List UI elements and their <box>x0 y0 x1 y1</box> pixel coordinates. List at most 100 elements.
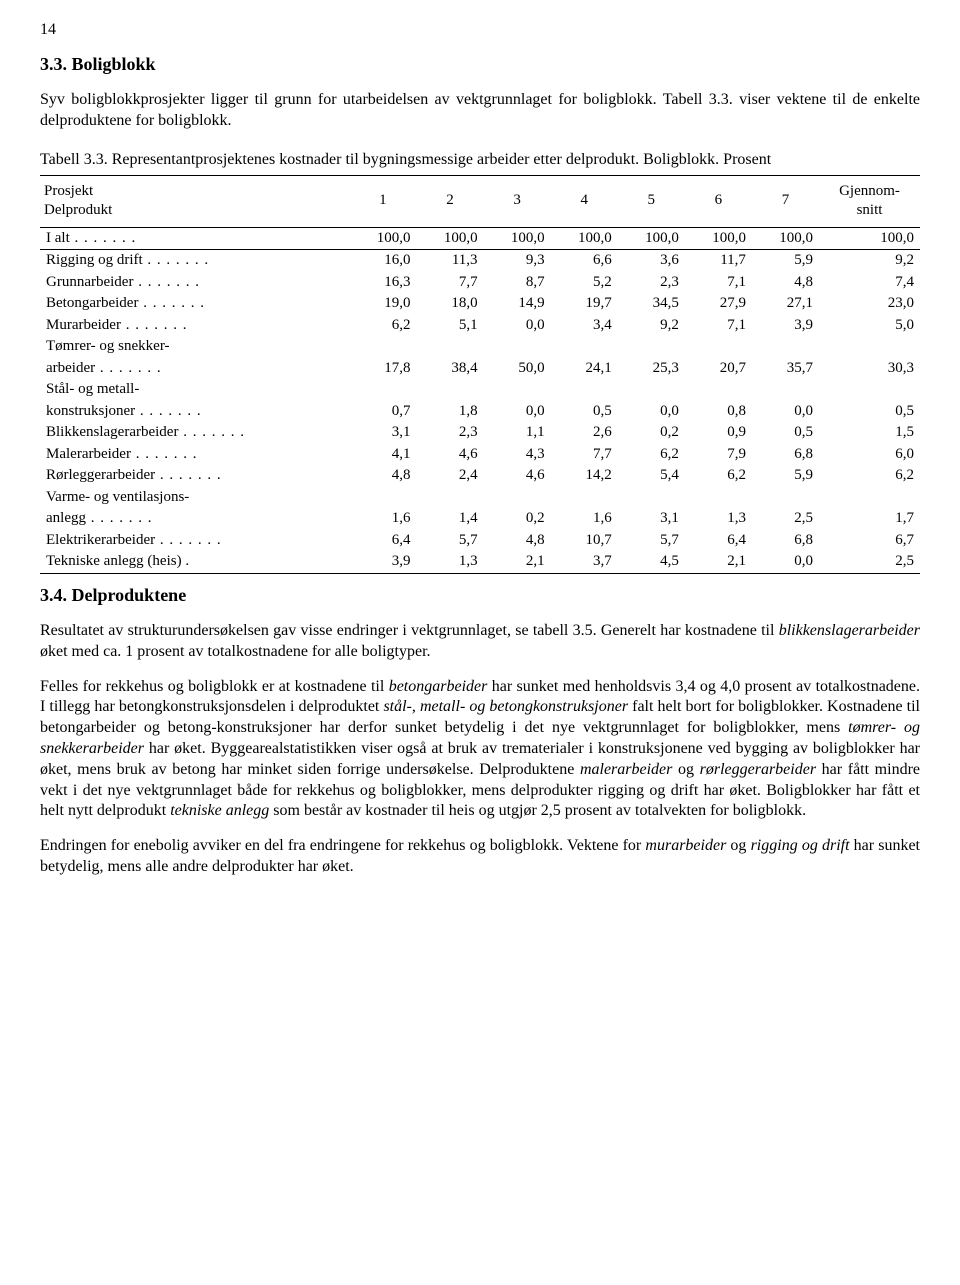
cell: 11,7 <box>685 250 752 272</box>
cell: 6,2 <box>819 465 920 487</box>
text-italic: tekniske anlegg <box>170 802 269 819</box>
cell <box>685 379 752 401</box>
col-4: 4 <box>551 175 618 227</box>
cell <box>416 487 483 509</box>
cell: 1,3 <box>416 551 483 573</box>
cell: 3,7 <box>551 551 618 573</box>
cell: 4,5 <box>618 551 685 573</box>
text-italic: stål-, metall- og betongkonstruksjoner <box>383 698 628 715</box>
cell <box>752 379 819 401</box>
cell: 14,2 <box>551 465 618 487</box>
table-row: anlegg1,61,40,21,63,11,32,51,7 <box>40 508 920 530</box>
cell-label: Elektrikerarbeider <box>40 530 349 552</box>
cell: 24,1 <box>551 358 618 380</box>
cell <box>551 487 618 509</box>
cell: 7,7 <box>551 444 618 466</box>
cell: 0,9 <box>685 422 752 444</box>
table-row: Betongarbeider19,018,014,919,734,527,927… <box>40 293 920 315</box>
cell: 4,3 <box>484 444 551 466</box>
cell: 1,6 <box>551 508 618 530</box>
text: og <box>726 837 750 854</box>
cell: 19,0 <box>349 293 416 315</box>
section-3-4-paragraph-1: Resultatet av strukturundersøkelsen gav … <box>40 621 920 663</box>
cell: 100,0 <box>349 227 416 250</box>
table-row: Stål- og metall- <box>40 379 920 401</box>
cell: 4,8 <box>752 272 819 294</box>
text: og <box>672 761 699 778</box>
cell: 0,0 <box>752 551 819 573</box>
cell: 0,5 <box>752 422 819 444</box>
cell: 1,3 <box>685 508 752 530</box>
cell: 25,3 <box>618 358 685 380</box>
cell-label: konstruksjoner <box>40 401 349 423</box>
text-italic: betongarbeider <box>389 678 488 695</box>
cell: 6,6 <box>551 250 618 272</box>
cell: 0,7 <box>349 401 416 423</box>
cell <box>618 379 685 401</box>
cell <box>349 487 416 509</box>
table-sum-body: I alt 100,0 100,0 100,0 100,0 100,0 100,… <box>40 227 920 250</box>
cell: 20,7 <box>685 358 752 380</box>
section-heading-3-4: 3.4. Delproduktene <box>40 584 920 607</box>
cell: 6,2 <box>685 465 752 487</box>
table-row: Rigging og drift16,011,39,36,63,611,75,9… <box>40 250 920 272</box>
cell: 0,5 <box>819 401 920 423</box>
cell: 1,6 <box>349 508 416 530</box>
cell: 11,3 <box>416 250 483 272</box>
table-row: arbeider17,838,450,024,125,320,735,730,3 <box>40 358 920 380</box>
table-row: konstruksjoner0,71,80,00,50,00,80,00,5 <box>40 401 920 423</box>
cell: 5,7 <box>618 530 685 552</box>
head-rowlabel-top: Prosjekt <box>44 183 93 199</box>
cell: 16,3 <box>349 272 416 294</box>
cell: 3,4 <box>551 315 618 337</box>
cell: 4,6 <box>484 465 551 487</box>
cell-label: Tømrer- og snekker- <box>40 336 349 358</box>
cell: 0,0 <box>618 401 685 423</box>
cell <box>685 336 752 358</box>
cell <box>618 336 685 358</box>
table-head-rowlabel: Prosjekt Delprodukt <box>40 175 349 227</box>
text-italic: rigging og drift <box>751 837 850 854</box>
cell: 16,0 <box>349 250 416 272</box>
cell: 17,8 <box>349 358 416 380</box>
cell: 7,9 <box>685 444 752 466</box>
cell: 18,0 <box>416 293 483 315</box>
section-3-4-paragraph-2: Felles for rekkehus og boligblokk er at … <box>40 677 920 823</box>
cell: 6,8 <box>752 444 819 466</box>
cell: 5,9 <box>752 465 819 487</box>
cell-label: Grunnarbeider <box>40 272 349 294</box>
cell: 0,5 <box>551 401 618 423</box>
cell: 0,8 <box>685 401 752 423</box>
cell: 5,2 <box>551 272 618 294</box>
cell-label: Murarbeider <box>40 315 349 337</box>
cell: 3,9 <box>349 551 416 573</box>
cell: 1,5 <box>819 422 920 444</box>
col-5: 5 <box>618 175 685 227</box>
cell <box>551 336 618 358</box>
cell: 100,0 <box>819 227 920 250</box>
cell: 1,4 <box>416 508 483 530</box>
text-italic: rørleggerarbeider <box>700 761 816 778</box>
cell: 4,8 <box>484 530 551 552</box>
col-gjennomsnitt: Gjennom- snitt <box>819 175 920 227</box>
cell-label: Malerarbeider <box>40 444 349 466</box>
section-3-4-paragraph-3: Endringen for enebolig avviker en del fr… <box>40 836 920 878</box>
cell: 0,2 <box>484 508 551 530</box>
cell: 5,0 <box>819 315 920 337</box>
text: øket med ca. 1 prosent av totalkostnaden… <box>40 643 431 660</box>
text-italic: murarbeider <box>645 837 726 854</box>
cell: 23,0 <box>819 293 920 315</box>
cell: 2,1 <box>685 551 752 573</box>
cell: 5,9 <box>752 250 819 272</box>
table-row: Varme- og ventilasjons- <box>40 487 920 509</box>
cell: 9,2 <box>819 250 920 272</box>
text-italic: blikkenslagerarbeider <box>779 622 920 639</box>
cell: 2,5 <box>752 508 819 530</box>
cell: 100,0 <box>618 227 685 250</box>
cell <box>551 379 618 401</box>
col-3: 3 <box>484 175 551 227</box>
cell: 0,0 <box>752 401 819 423</box>
cell: 6,0 <box>819 444 920 466</box>
cell: 27,1 <box>752 293 819 315</box>
cell <box>618 487 685 509</box>
